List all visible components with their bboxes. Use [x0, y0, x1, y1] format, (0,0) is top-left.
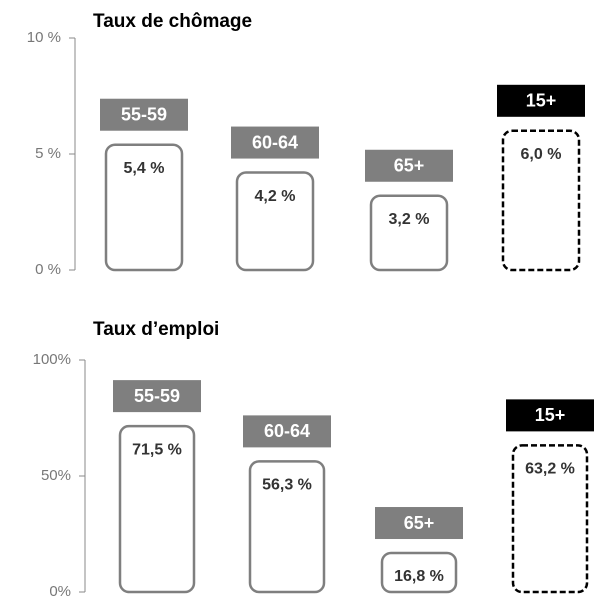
category-box	[231, 126, 319, 159]
value-label: 5,4 %	[124, 160, 165, 177]
y-tick-label: 0 %	[35, 261, 61, 278]
category-box	[506, 399, 594, 432]
value-label: 56,3 %	[262, 477, 312, 494]
value-label: 71,5 %	[132, 441, 182, 458]
category-label: 15+	[535, 405, 566, 425]
y-tick-label: 100%	[33, 351, 71, 368]
category-box	[243, 415, 331, 448]
value-label: 3,2 %	[389, 211, 430, 228]
value-label: 4,2 %	[255, 188, 296, 205]
bar	[369, 194, 449, 272]
value-label: 63,2 %	[525, 461, 575, 478]
category-box	[365, 149, 453, 182]
chart-title: Taux d’emploi	[93, 319, 219, 340]
category-box	[113, 380, 201, 413]
category-label: 15+	[526, 91, 557, 111]
category-label: 55-59	[134, 386, 180, 406]
category-label: 55-59	[121, 104, 167, 124]
category-label: 65+	[404, 513, 435, 533]
category-box	[100, 98, 188, 131]
category-label: 65+	[394, 156, 425, 176]
bar	[235, 171, 315, 272]
y-tick-label: 0%	[49, 583, 71, 598]
category-box	[497, 84, 585, 117]
value-label: 6,0 %	[521, 146, 562, 163]
category-label: 60-64	[252, 132, 298, 152]
category-label: 60-64	[264, 421, 310, 441]
category-box	[375, 507, 463, 540]
y-tick-label: 5 %	[35, 145, 61, 162]
chart-title: Taux de chômage	[93, 11, 252, 32]
bar	[104, 143, 184, 272]
bar	[511, 444, 589, 594]
bar	[501, 129, 581, 272]
y-tick-label: 50%	[41, 467, 71, 484]
bar	[380, 551, 458, 594]
bar	[118, 424, 196, 594]
value-label: 16,8 %	[394, 568, 444, 585]
y-tick-label: 10 %	[27, 29, 61, 46]
bar	[248, 460, 326, 594]
